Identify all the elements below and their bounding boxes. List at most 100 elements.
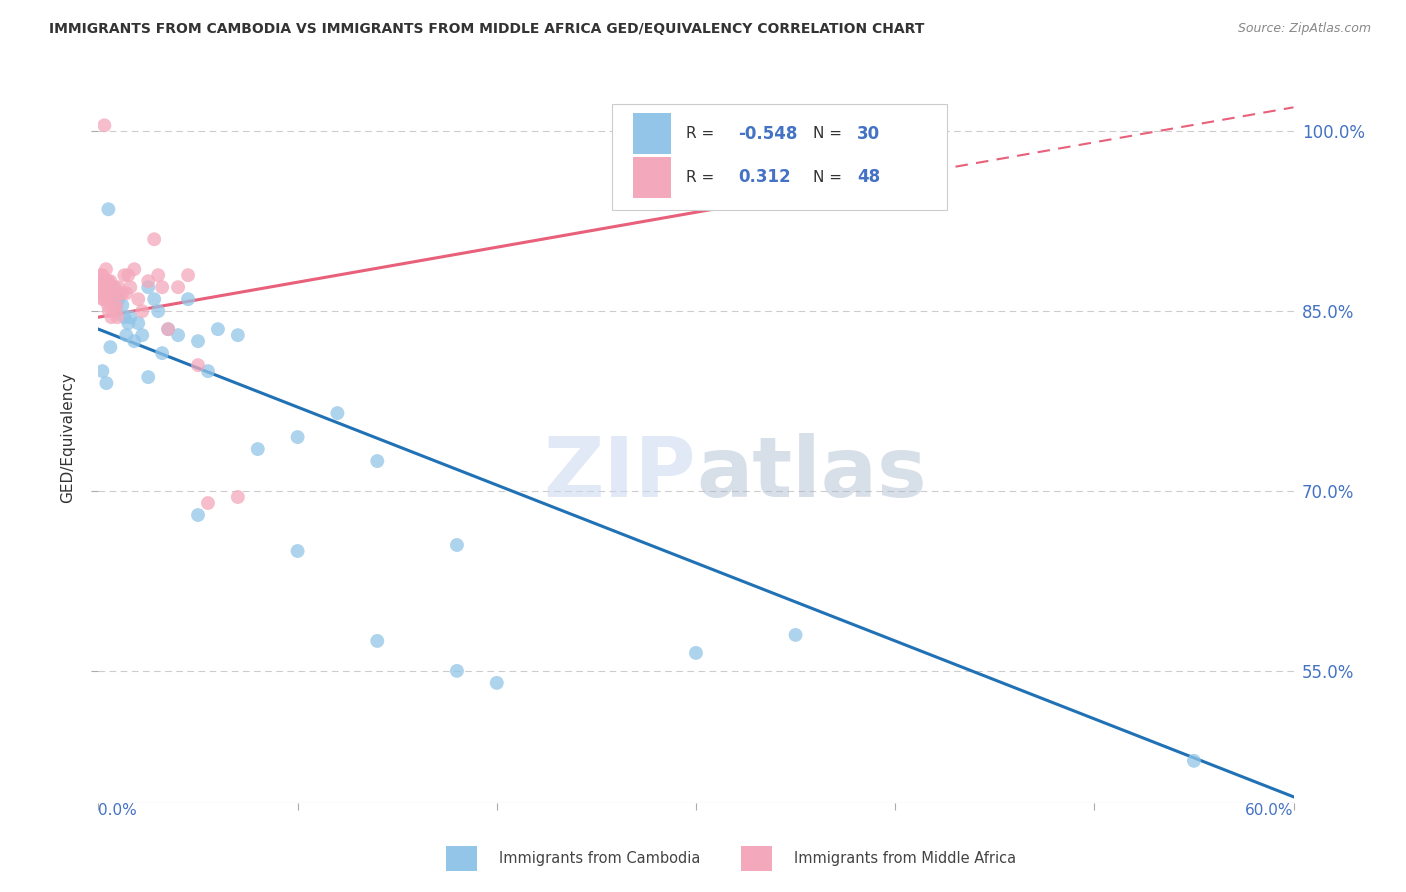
Point [167,328,190,343]
Point [150,346,173,360]
Point [287,430,309,444]
Point [91,364,114,378]
Point [187,358,209,372]
Point [127,316,149,330]
Point [157,322,180,336]
Point [96,274,118,288]
Point [143,292,166,306]
Point [89,286,111,301]
Point [124,262,146,277]
Point [97,202,120,217]
Point [207,322,229,336]
Point [124,334,146,348]
Point [98,340,122,354]
Point [93,292,115,306]
Point [97,304,120,318]
Point [100,310,122,325]
Point [111,298,134,312]
Point [187,334,209,348]
Point [148,268,170,283]
Point [101,286,124,301]
Point [93,274,115,288]
Point [1182,754,1205,768]
Point [177,268,200,283]
Point [107,292,129,306]
Bar [633,157,671,197]
Point [197,496,219,510]
Point [187,508,209,522]
Point [98,286,121,301]
Text: R =: R = [686,126,720,141]
Point [93,274,115,288]
Point [97,274,120,288]
Point [366,454,388,468]
Point [89,274,111,288]
Point [287,544,309,558]
Bar [633,113,671,153]
Point [136,280,159,294]
Text: N =: N = [813,169,846,185]
Point [136,274,159,288]
Point [785,628,807,642]
Point [103,280,125,294]
Point [89,280,111,294]
Text: -0.548: -0.548 [738,125,797,143]
Point [143,232,166,246]
Point [115,286,138,301]
Point [131,304,153,318]
Point [197,364,219,378]
Text: 30: 30 [858,125,880,143]
Point [120,310,142,325]
Point [111,286,134,301]
Point [226,490,249,504]
Text: Source: ZipAtlas.com: Source: ZipAtlas.com [1237,22,1371,36]
Point [90,286,112,301]
Point [104,304,127,318]
Point [446,538,468,552]
Point [177,292,200,306]
Point [103,298,125,312]
Text: ZIP: ZIP [544,434,696,514]
Text: atlas: atlas [696,434,927,514]
Point [117,268,139,283]
Point [105,298,128,312]
Point [167,280,190,294]
Point [94,274,117,288]
Point [150,280,173,294]
Point [131,328,153,343]
Point [326,406,349,420]
Point [101,280,124,294]
Point [127,292,149,306]
Point [96,376,118,391]
Point [97,298,120,312]
Point [110,286,132,301]
Point [115,328,138,343]
Text: IMMIGRANTS FROM CAMBODIA VS IMMIGRANTS FROM MIDDLE AFRICA GED/EQUIVALENCY CORREL: IMMIGRANTS FROM CAMBODIA VS IMMIGRANTS F… [49,22,925,37]
Point [90,268,112,283]
Text: N =: N = [813,126,846,141]
Point [136,370,159,384]
Point [246,442,269,456]
Point [117,316,139,330]
Point [91,268,114,283]
Point [96,280,118,294]
Text: 0.312: 0.312 [738,169,790,186]
Point [112,268,135,283]
Point [157,322,180,336]
Point [93,118,115,132]
Point [112,310,135,325]
Point [446,664,468,678]
Point [105,310,128,325]
Point [485,676,508,690]
Y-axis label: GED/Equivalency: GED/Equivalency [60,372,76,502]
Text: 60.0%: 60.0% [1246,803,1294,818]
Point [148,304,170,318]
Text: 48: 48 [858,169,880,186]
Text: R =: R = [686,169,724,185]
Point [685,646,707,660]
Point [94,262,117,277]
Point [366,634,388,648]
Point [91,280,114,294]
Point [120,280,142,294]
Point [91,292,114,306]
